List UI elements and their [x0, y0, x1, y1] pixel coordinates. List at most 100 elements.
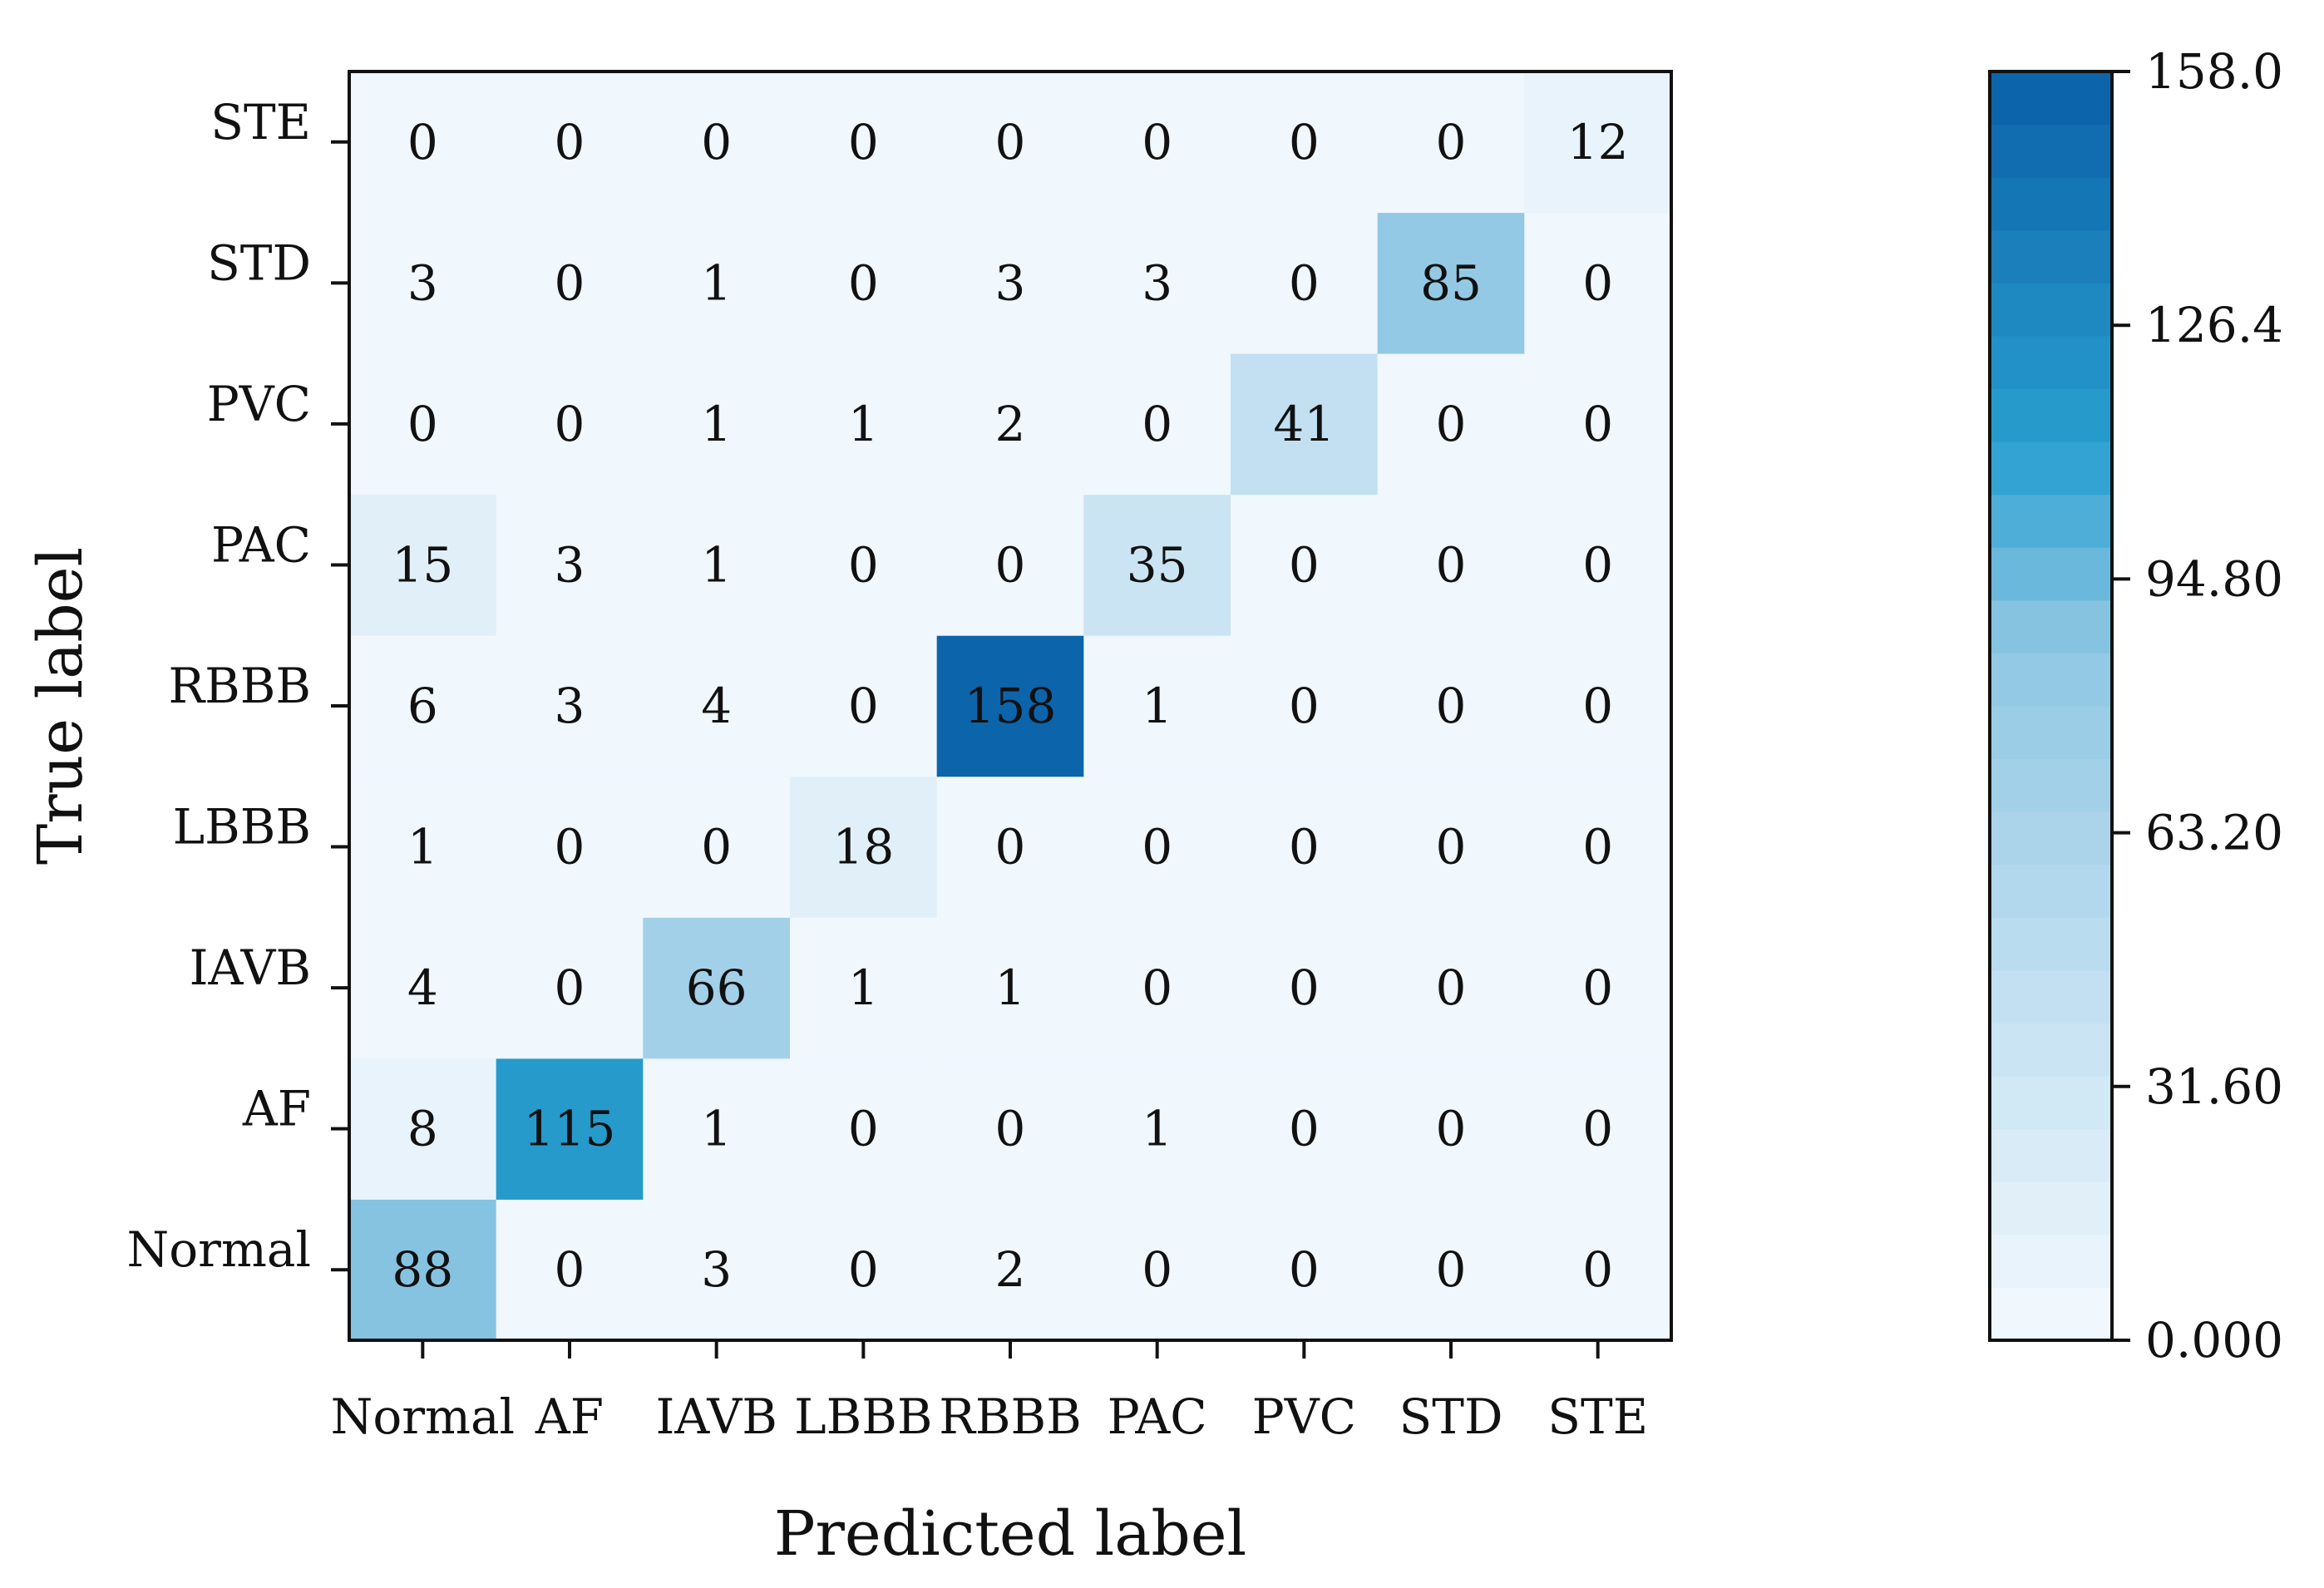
- heatmap-cell: [643, 776, 791, 918]
- heatmap-cell: [1524, 212, 1672, 354]
- cell-value-label: 3: [1142, 254, 1172, 311]
- heatmap-cell: [496, 776, 644, 918]
- cell-value-label: 3: [995, 254, 1026, 311]
- cell-value-label: 0: [1289, 114, 1320, 170]
- colorbar-tick-label: 0.000: [2145, 1312, 2283, 1369]
- colorbar-level: [1990, 917, 2112, 971]
- x-tick-label: Normal: [331, 1388, 516, 1445]
- heatmap-cell: [496, 353, 644, 496]
- x-tick-label: PAC: [1108, 1388, 1207, 1445]
- cell-value-label: 0: [848, 536, 879, 593]
- cell-value-label: 0: [1142, 396, 1172, 452]
- cell-value-label: 0: [555, 959, 585, 1016]
- cell-value-label: 0: [848, 254, 879, 311]
- y-tick-label: Normal: [126, 1221, 311, 1278]
- heatmap-cell: [790, 635, 938, 777]
- heatmap-cell: [1377, 776, 1525, 918]
- cell-value-label: 3: [555, 678, 585, 734]
- heatmap-cell: [349, 212, 497, 354]
- heatmap-cell: [936, 917, 1084, 1059]
- heatmap-cell: [643, 212, 791, 354]
- cell-value-label: 15: [392, 536, 453, 593]
- cell-value-label: 0: [701, 114, 732, 170]
- colorbar-level: [1990, 547, 2112, 601]
- cell-value-label: 1: [701, 536, 732, 593]
- heatmap-cell: [936, 635, 1084, 777]
- cell-value-label: 2: [995, 1241, 1026, 1298]
- heatmap-cell: [1524, 635, 1672, 777]
- cell-value-label: 3: [701, 1241, 732, 1298]
- heatmap-cell: [1524, 776, 1672, 918]
- cell-value-label: 0: [995, 1101, 1026, 1157]
- cell-value-label: 1: [995, 959, 1026, 1016]
- heatmap-cell: [496, 494, 644, 636]
- cell-value-label: 12: [1567, 114, 1629, 170]
- heatmap-cells: [349, 72, 1672, 1341]
- colorbar-level: [1990, 72, 2112, 126]
- heatmap-cell: [349, 1199, 497, 1341]
- cell-value-label: 3: [407, 254, 438, 311]
- cell-value-label: 41: [1273, 396, 1335, 452]
- cell-value-label: 0: [848, 678, 879, 734]
- cell-value-label: 0: [1142, 819, 1172, 875]
- cell-value-label: 0: [1436, 819, 1467, 875]
- heatmap-cell: [1231, 212, 1379, 354]
- cell-value-label: 0: [1289, 536, 1320, 593]
- heatmap-cell: [936, 494, 1084, 636]
- heatmap-cell: [1377, 1199, 1525, 1341]
- heatmap-cell: [1083, 776, 1231, 918]
- cell-value-label: 0: [1582, 396, 1613, 452]
- heatmap-cell: [1524, 353, 1672, 496]
- heatmap-cell: [936, 212, 1084, 354]
- x-tick-label: STE: [1547, 1388, 1648, 1445]
- cell-value-labels: 88 0 3 0 2 0 0 0 08 115 1 0 0 1 0 0 04 0 66 1 1 0 0 0 01 0 0 18 0 0 0 0…: [392, 114, 1628, 1298]
- cell-value-label: 6: [407, 678, 438, 734]
- heatmap-cell: [790, 72, 938, 214]
- heatmap-cell: [790, 212, 938, 354]
- cell-value-label: 1: [848, 959, 879, 1016]
- cell-value-label: 0: [1142, 959, 1172, 1016]
- heatmap-cell: [496, 1058, 644, 1200]
- colorbar-level: [1990, 177, 2112, 231]
- cell-value-label: 0: [848, 1241, 879, 1298]
- heatmap-cell: [496, 72, 644, 214]
- colorbar-tick-label: 126.4: [2145, 297, 2283, 353]
- heatmap-cell: [1524, 494, 1672, 636]
- heatmap-cell: [1083, 1058, 1231, 1200]
- cell-value-label: 0: [1436, 959, 1467, 1016]
- heatmap-cell: [643, 1058, 791, 1200]
- heatmap-cell: [349, 776, 497, 918]
- heatmap-cell: [496, 1199, 644, 1341]
- cell-value-label: 88: [392, 1241, 453, 1298]
- cell-value-label: 1: [1142, 678, 1172, 734]
- colorbar-level: [1990, 969, 2112, 1023]
- x-tick-label: AF: [535, 1388, 604, 1445]
- heatmap-cell: [790, 353, 938, 496]
- heatmap-cell: [1231, 1199, 1379, 1341]
- cell-value-label: 0: [995, 536, 1026, 593]
- heatmap-cell: [349, 353, 497, 496]
- cell-value-label: 0: [1436, 678, 1467, 734]
- heatmap-cell: [1231, 635, 1379, 777]
- cell-value-label: 0: [995, 819, 1026, 875]
- cell-value-label: 0: [1582, 1241, 1613, 1298]
- cell-value-label: 0: [555, 396, 585, 452]
- y-tick-label: IAVB: [190, 939, 311, 996]
- cell-value-label: 115: [524, 1101, 616, 1157]
- heatmap-cell: [936, 1058, 1084, 1200]
- colorbar-frame: [1988, 70, 2114, 1342]
- heatmap-cell: [1083, 1199, 1231, 1341]
- cell-value-label: 0: [555, 254, 585, 311]
- cell-value-label: 85: [1420, 254, 1482, 311]
- heatmap-cell: [790, 1058, 938, 1200]
- heatmap-cell: [643, 353, 791, 496]
- colorbar-level: [1990, 229, 2112, 284]
- colorbar-level: [1990, 1234, 2112, 1288]
- heatmap-cell: [643, 917, 791, 1059]
- y-axis-ticks: Normal AF IAVB LBBB RBBB PAC PVC STD STE: [126, 94, 349, 1278]
- cell-value-label: 2: [995, 396, 1026, 452]
- y-tick-label: RBBB: [168, 658, 311, 714]
- heatmap-cell: [1231, 1058, 1379, 1200]
- colorbar-level: [1990, 1128, 2112, 1182]
- colorbar-level: [1990, 1181, 2112, 1235]
